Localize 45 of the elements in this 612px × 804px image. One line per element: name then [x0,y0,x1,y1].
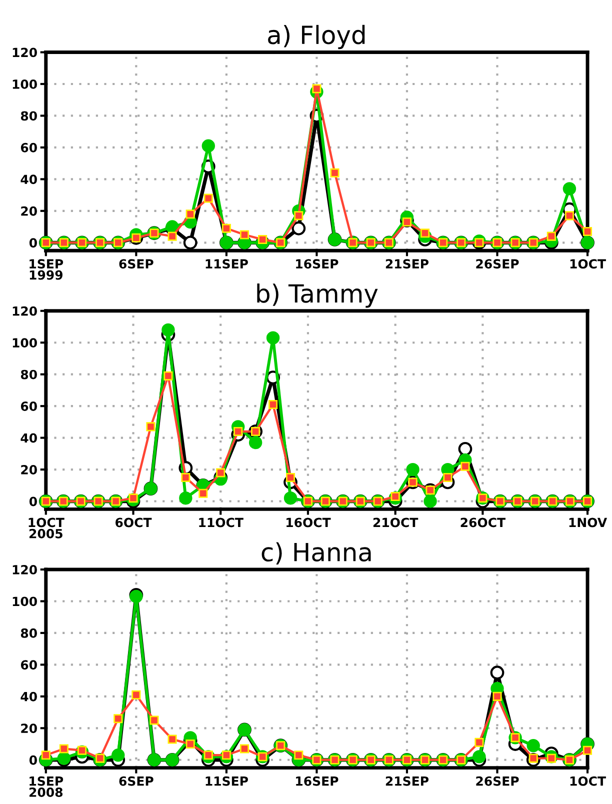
y-tick-label: 40 [20,174,37,184]
x-tick-label: 26SEP [476,776,519,786]
y-tick-label: 80 [20,370,37,380]
y-tick-label: 20 [21,465,37,474]
y-tick-label: 0 [29,238,37,248]
y-tick-label: 120 [12,564,37,574]
x-tick-label: 6SEP [119,776,154,786]
x-tick-label: 16OCT [286,518,331,528]
y-tick-label: 40 [20,433,37,443]
x-tick-label: 1SEP 2008 [29,776,64,797]
y-tick-label: 60 [20,402,37,411]
x-tick-label: 21SEP [386,776,429,786]
y-tick-label: 100 [12,596,37,606]
x-tick-label: 11OCT [199,518,244,528]
chart-title: a) Floyd [268,24,365,50]
x-tick-label: 1OCT 2005 [28,518,64,538]
x-tick-label: 1NOV [569,518,608,528]
x-tick-label: 16SEP [296,776,338,786]
x-tick-label: 21SEP [386,259,429,269]
y-tick-label: 120 [12,306,37,316]
x-tick-label: 11SEP [206,776,248,786]
x-tick-label: 6OCT [116,518,152,528]
x-tick-label: 1OCT [570,259,606,269]
y-tick-label: 100 [12,79,37,89]
y-tick-label: 120 [12,48,37,58]
y-tick-label: 0 [29,755,37,765]
x-tick-label: 16SEP [296,259,338,269]
y-tick-label: 0 [29,496,37,506]
x-tick-label: 26OCT [460,518,506,528]
chart-title: b) Tammy [257,284,378,308]
chart-title: c) Hanna [262,542,371,564]
x-tick-label: 1OCT [570,776,606,786]
x-tick-label: 26SEP [476,259,519,269]
x-tick-label: 11SEP [206,259,248,269]
y-tick-label: 80 [20,628,37,638]
y-tick-label: 60 [20,660,37,670]
y-tick-label: 20 [21,206,37,216]
x-tick-label: 1SEP 1999 [30,259,64,280]
y-tick-label: 40 [20,692,37,702]
y-tick-label: 20 [21,724,37,734]
x-tick-label: 21OCT [373,518,418,528]
y-tick-label: 100 [12,338,37,348]
y-tick-label: 60 [20,142,37,152]
x-tick-label: 6SEP [119,259,154,269]
y-tick-label: 80 [20,111,37,121]
